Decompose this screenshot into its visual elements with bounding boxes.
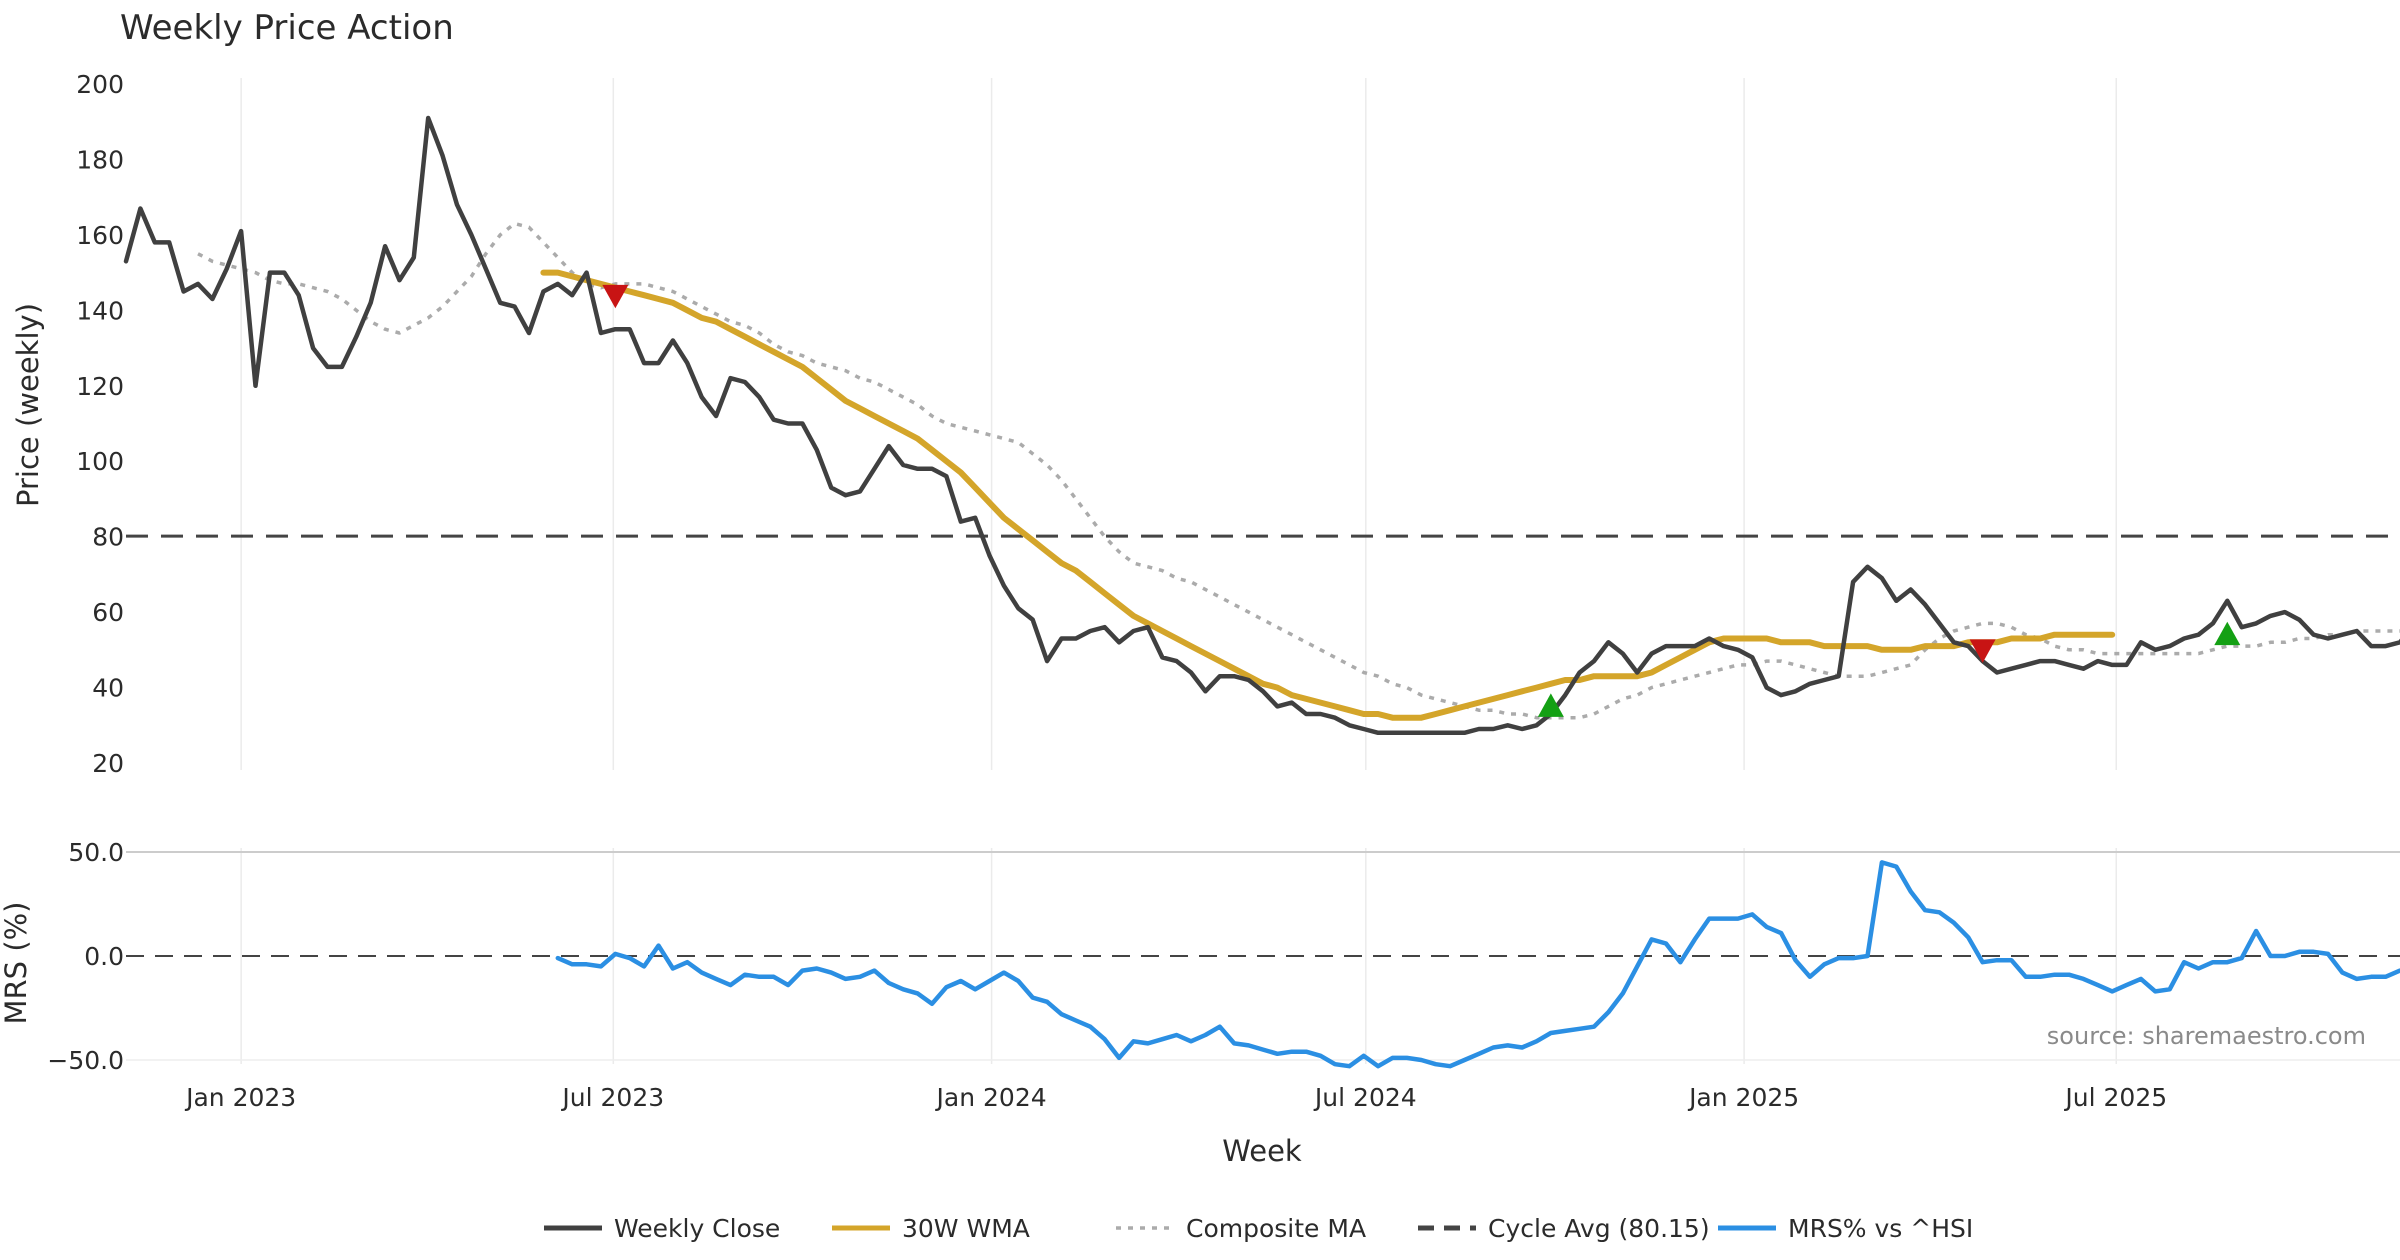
signal-markers — [602, 284, 2241, 717]
price-y-tick-label: 100 — [76, 447, 124, 476]
x-tick-label: Jul 2023 — [560, 1083, 664, 1112]
legend-label: Weekly Close — [614, 1214, 780, 1243]
x-tick-label: Jan 2025 — [1687, 1083, 1799, 1112]
legend-label: MRS% vs ^HSI — [1788, 1214, 1973, 1243]
legend-label: Cycle Avg (80.15) — [1488, 1214, 1710, 1243]
y-axis-title-price: Price (weekly) — [11, 303, 45, 507]
y-axis-title-mrs: MRS (%) — [0, 902, 33, 1025]
x-tick-label: Jan 2024 — [935, 1083, 1047, 1112]
buy-signal-marker — [2214, 621, 2241, 646]
price-y-tick-label: 140 — [76, 296, 124, 325]
legend-label: Composite MA — [1186, 1214, 1366, 1243]
mrs-y-tick-label: 50.0 — [68, 838, 124, 867]
x-tick-label: Jul 2024 — [1313, 1083, 1417, 1112]
composite-ma-line — [197, 221, 2400, 720]
price-y-tick-label: 80 — [92, 523, 124, 552]
mrs-y-tick-label: 0.0 — [84, 942, 124, 971]
axis-ticks: Jan 2023 Jul 2023 Jan 2024 Jul 2024 Jan 2025… — [47, 70, 2167, 1112]
weekly-close-line — [123, 115, 2400, 736]
wma-30w-line — [540, 269, 2116, 721]
mrs-line — [555, 860, 2400, 1069]
series-lines — [123, 115, 2400, 1069]
chart-title: Weekly Price Action — [120, 8, 454, 48]
gridlines — [126, 78, 2400, 1064]
x-axis-title: Week — [1222, 1134, 1302, 1168]
price-y-tick-label: 60 — [92, 598, 124, 627]
price-y-tick-label: 20 — [92, 749, 124, 778]
legend-label: 30W WMA — [902, 1214, 1030, 1243]
mrs-y-tick-label: −50.0 — [47, 1046, 124, 1075]
price-y-tick-label: 120 — [76, 372, 124, 401]
source-note: source: sharemaestro.com — [2047, 1022, 2366, 1050]
price-y-tick-label: 180 — [76, 145, 124, 174]
sell-signal-marker — [602, 284, 629, 309]
legend: Weekly Close 30W WMA Composite MA Cycle Avg… — [544, 1214, 1973, 1243]
price-y-tick-label: 160 — [76, 221, 124, 250]
price-y-tick-label: 200 — [76, 70, 124, 99]
sell-signal-marker — [1969, 639, 1996, 663]
x-tick-label: Jan 2023 — [184, 1083, 296, 1112]
buy-signal-marker — [1537, 693, 1564, 717]
price-y-tick-label: 40 — [92, 674, 124, 703]
reference-lines — [126, 534, 2400, 957]
x-tick-label: Jul 2025 — [2063, 1083, 2167, 1112]
